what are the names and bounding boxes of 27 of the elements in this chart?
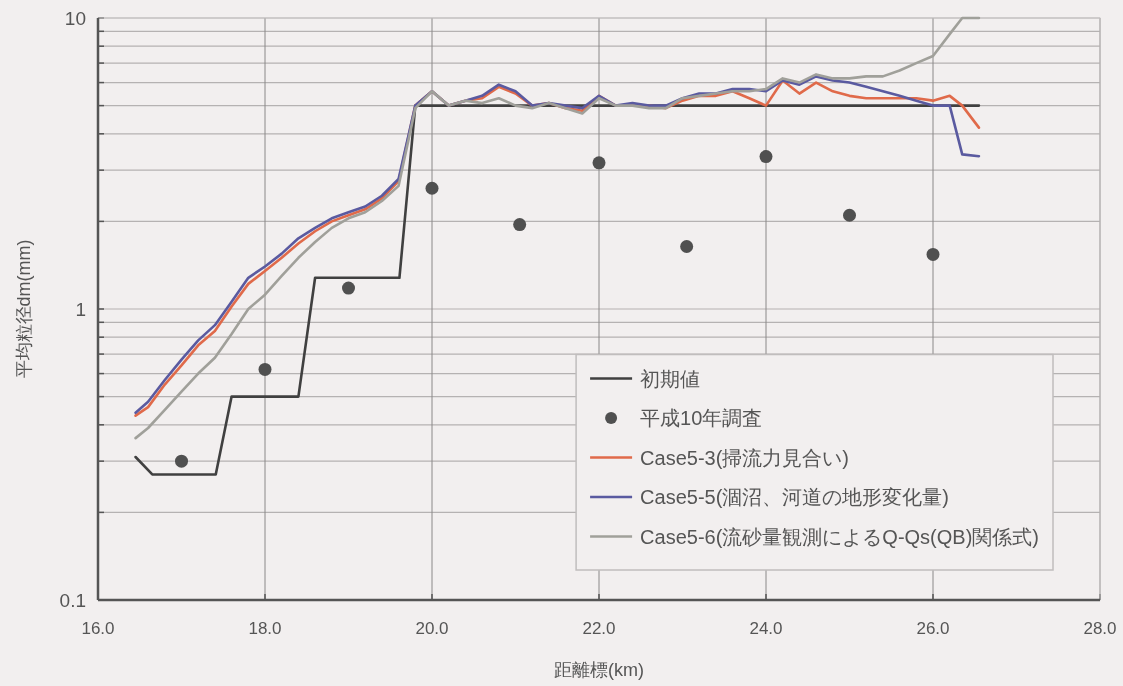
point [175,454,188,468]
point [843,208,856,222]
point [258,362,272,376]
y-tick-label: 10 [64,8,86,29]
x-tick-label: 24.0 [749,619,783,638]
legend-label: Case5-6(流砂量観測によるQ-Qs(QB)関係式) [640,525,1039,548]
x-tick-label: 28.0 [1083,619,1117,638]
y-tick-label: 1 [75,299,86,320]
x-tick-label: 22.0 [582,619,616,638]
point [425,181,439,195]
x-axis-title: 距離標(km) [554,660,644,680]
y-tick-label: 0.1 [59,590,86,611]
x-tick-label: 18.0 [248,619,282,638]
y-axis-title: 平均粒径dm(mm) [14,239,34,379]
legend-label: 平成10年調査 [640,407,763,429]
point [592,156,606,170]
point [926,247,940,261]
point [759,150,773,164]
x-tick-label: 20.0 [415,619,449,638]
point [680,239,694,253]
point [513,218,527,232]
legend-label: Case5-5(涸沼、河道の地形変化量) [640,486,950,508]
x-tick-label: 16.0 [81,619,115,638]
point [342,281,355,295]
legend-label: 初期値 [640,367,701,390]
x-tick-label: 26.0 [916,619,950,638]
legend-label: Case5-3(掃流力見合い) [640,446,850,469]
